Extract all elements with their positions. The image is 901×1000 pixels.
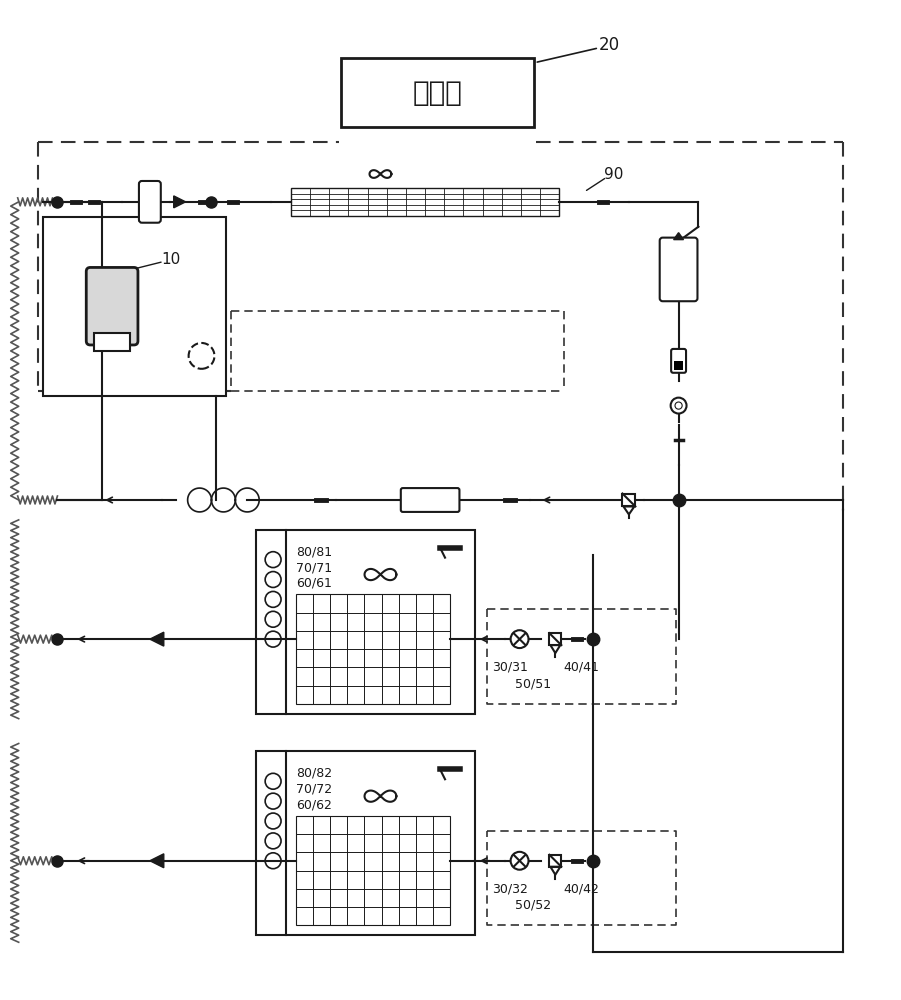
Bar xyxy=(42,217,226,396)
Text: 70/72: 70/72 xyxy=(296,783,332,796)
Circle shape xyxy=(511,630,529,648)
FancyBboxPatch shape xyxy=(401,488,460,512)
Bar xyxy=(341,58,534,127)
Text: 20: 20 xyxy=(599,36,620,54)
Circle shape xyxy=(265,773,281,789)
Circle shape xyxy=(265,572,281,587)
Bar xyxy=(550,633,561,645)
Text: 80/81: 80/81 xyxy=(296,545,332,558)
Polygon shape xyxy=(150,854,164,868)
FancyBboxPatch shape xyxy=(660,238,697,301)
Text: 30/31: 30/31 xyxy=(492,660,528,673)
Circle shape xyxy=(188,343,214,369)
Text: 控制器: 控制器 xyxy=(413,79,462,107)
Text: 40/42: 40/42 xyxy=(563,882,599,895)
Bar xyxy=(623,494,635,506)
Bar xyxy=(296,594,450,704)
FancyBboxPatch shape xyxy=(139,181,160,223)
Text: 50/51: 50/51 xyxy=(514,677,551,690)
Text: 60/61: 60/61 xyxy=(296,577,332,590)
Circle shape xyxy=(265,552,281,568)
Bar xyxy=(550,855,561,867)
Polygon shape xyxy=(674,233,684,240)
Circle shape xyxy=(265,591,281,607)
Bar xyxy=(256,530,475,714)
Polygon shape xyxy=(174,196,186,208)
Text: 90: 90 xyxy=(604,167,623,182)
Circle shape xyxy=(265,853,281,869)
Bar xyxy=(291,188,560,216)
Circle shape xyxy=(265,611,281,627)
Circle shape xyxy=(265,631,281,647)
Text: 30/32: 30/32 xyxy=(492,882,528,895)
Circle shape xyxy=(265,793,281,809)
Text: 10: 10 xyxy=(162,252,181,267)
Circle shape xyxy=(511,852,529,870)
Circle shape xyxy=(265,813,281,829)
FancyBboxPatch shape xyxy=(86,267,138,345)
Text: 50/52: 50/52 xyxy=(514,899,551,912)
Text: 60/62: 60/62 xyxy=(296,799,332,812)
Bar xyxy=(256,751,475,935)
Text: 80/82: 80/82 xyxy=(296,767,332,780)
Circle shape xyxy=(670,398,687,414)
Polygon shape xyxy=(150,632,164,646)
Bar xyxy=(296,816,450,925)
Bar xyxy=(95,333,130,351)
Bar xyxy=(674,361,683,370)
Circle shape xyxy=(265,833,281,849)
Text: 40/41: 40/41 xyxy=(563,660,599,673)
Text: 70/71: 70/71 xyxy=(296,561,332,574)
FancyBboxPatch shape xyxy=(671,349,686,373)
